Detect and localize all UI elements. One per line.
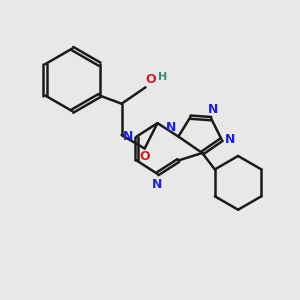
Text: H: H xyxy=(158,72,167,82)
Text: N: N xyxy=(208,103,218,116)
Text: N: N xyxy=(225,133,235,146)
Text: O: O xyxy=(139,150,150,163)
Text: N: N xyxy=(123,130,133,143)
Text: N: N xyxy=(152,178,163,191)
Text: N: N xyxy=(166,122,176,134)
Text: O: O xyxy=(146,73,156,86)
